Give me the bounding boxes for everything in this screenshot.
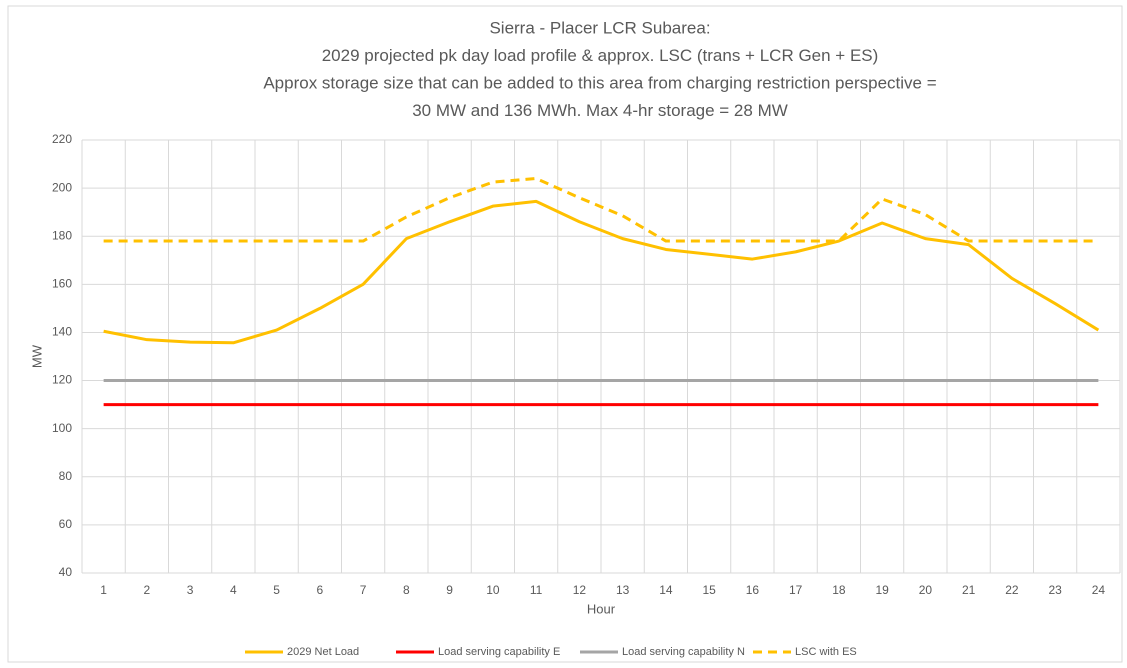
y-tick-label: 140 <box>52 325 72 339</box>
x-tick-label: 21 <box>962 583 976 597</box>
chart-title: 2029 projected pk day load profile & app… <box>322 46 879 65</box>
legend-label: 2029 Net Load <box>287 646 359 658</box>
x-tick-label: 14 <box>659 583 673 597</box>
chart-title: 30 MW and 136 MWh. Max 4-hr storage = 28… <box>412 101 788 120</box>
x-tick-label: 12 <box>573 583 587 597</box>
chart-title: Sierra - Placer LCR Subarea: <box>489 18 710 37</box>
x-tick-label: 9 <box>446 583 453 597</box>
x-tick-label: 13 <box>616 583 630 597</box>
x-tick-label: 17 <box>789 583 803 597</box>
y-tick-label: 180 <box>52 228 72 242</box>
y-axis-title: MW <box>29 344 44 368</box>
x-tick-label: 7 <box>360 583 367 597</box>
x-tick-label: 1 <box>100 583 107 597</box>
x-tick-label: 6 <box>317 583 324 597</box>
x-tick-label: 5 <box>273 583 280 597</box>
y-tick-label: 60 <box>59 517 73 531</box>
x-tick-label: 8 <box>403 583 410 597</box>
x-tick-label: 3 <box>187 583 194 597</box>
x-axis-title: Hour <box>587 601 616 616</box>
x-tick-label: 10 <box>486 583 500 597</box>
series-line <box>103 176 1099 243</box>
x-tick-label: 2 <box>144 583 151 597</box>
legend-label: Load serving capability N <box>622 646 745 658</box>
y-tick-label: 40 <box>59 565 73 579</box>
y-tick-label: 120 <box>52 373 72 387</box>
y-tick-label: 200 <box>52 180 72 194</box>
y-tick-label: 160 <box>52 277 72 291</box>
x-tick-label: 18 <box>832 583 846 597</box>
x-tick-label: 22 <box>1005 583 1019 597</box>
y-tick-label: 220 <box>52 132 72 146</box>
x-tick-label: 11 <box>530 583 543 597</box>
x-tick-label: 20 <box>919 583 933 597</box>
x-tick-label: 16 <box>746 583 760 597</box>
legend-label: Load serving capability E <box>438 646 560 658</box>
chart-border <box>7 5 1123 663</box>
x-tick-label: 24 <box>1092 583 1106 597</box>
series-line <box>103 199 1100 345</box>
chart-title: Approx storage size that can be added to… <box>263 73 936 92</box>
legend-label: LSC with ES <box>795 646 857 658</box>
x-tick-label: 4 <box>230 583 237 597</box>
x-tick-label: 19 <box>875 583 889 597</box>
x-tick-label: 23 <box>1048 583 1062 597</box>
y-tick-label: 100 <box>52 421 72 435</box>
y-tick-label: 80 <box>59 469 73 483</box>
x-tick-label: 15 <box>702 583 716 597</box>
